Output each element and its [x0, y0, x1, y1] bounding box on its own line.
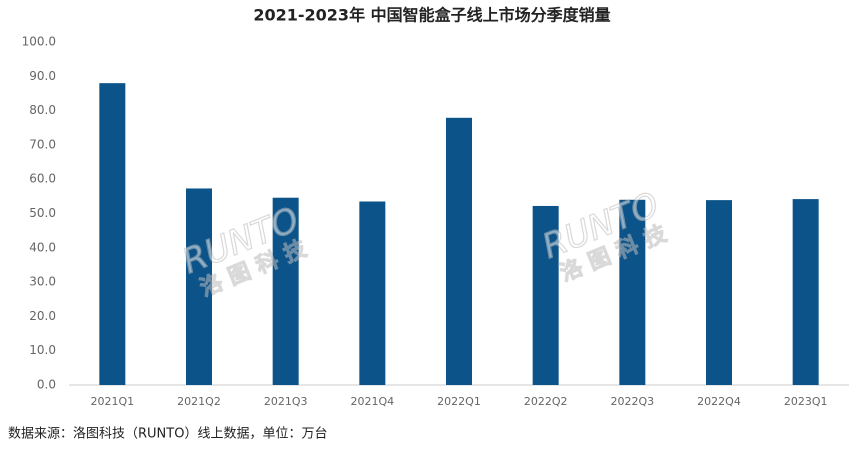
y-tick-label: 30.0: [29, 275, 56, 289]
bar: [186, 188, 212, 385]
x-tick-label: 2023Q1: [784, 395, 828, 408]
bar: [446, 117, 472, 385]
y-tick-label: 20.0: [29, 309, 56, 323]
y-tick-label: 70.0: [29, 137, 56, 151]
y-tick-label: 50.0: [29, 206, 56, 220]
y-tick-label: 100.0: [22, 35, 56, 49]
y-tick-label: 90.0: [29, 69, 56, 83]
x-tick-label: 2022Q1: [437, 395, 481, 408]
bar: [532, 205, 559, 385]
x-tick-label: 2021Q2: [177, 395, 221, 408]
bar: [792, 199, 819, 385]
y-tick-label: 60.0: [29, 172, 56, 186]
x-tick-label: 2022Q4: [697, 395, 741, 408]
x-tick-label: 2022Q3: [611, 395, 655, 408]
source-note: 数据来源：洛图科技（RUNTO）线上数据，单位：万台: [8, 427, 327, 442]
bar: [272, 197, 299, 385]
bar: [619, 199, 646, 385]
bar: [706, 200, 732, 385]
x-tick-label: 2021Q1: [91, 395, 135, 408]
y-tick-label: 40.0: [29, 240, 56, 254]
x-tick-label: 2021Q3: [264, 395, 308, 408]
x-tick-label: 2022Q2: [524, 395, 568, 408]
bar: [359, 201, 386, 385]
y-tick-label: 0.0: [37, 378, 56, 392]
chart-title: 2021-2023年 中国智能盒子线上市场分季度销量: [253, 6, 610, 25]
y-tick-label: 80.0: [29, 103, 56, 117]
y-tick-label: 10.0: [29, 343, 56, 357]
bar: [99, 83, 126, 385]
x-tick-label: 2021Q4: [351, 395, 395, 408]
